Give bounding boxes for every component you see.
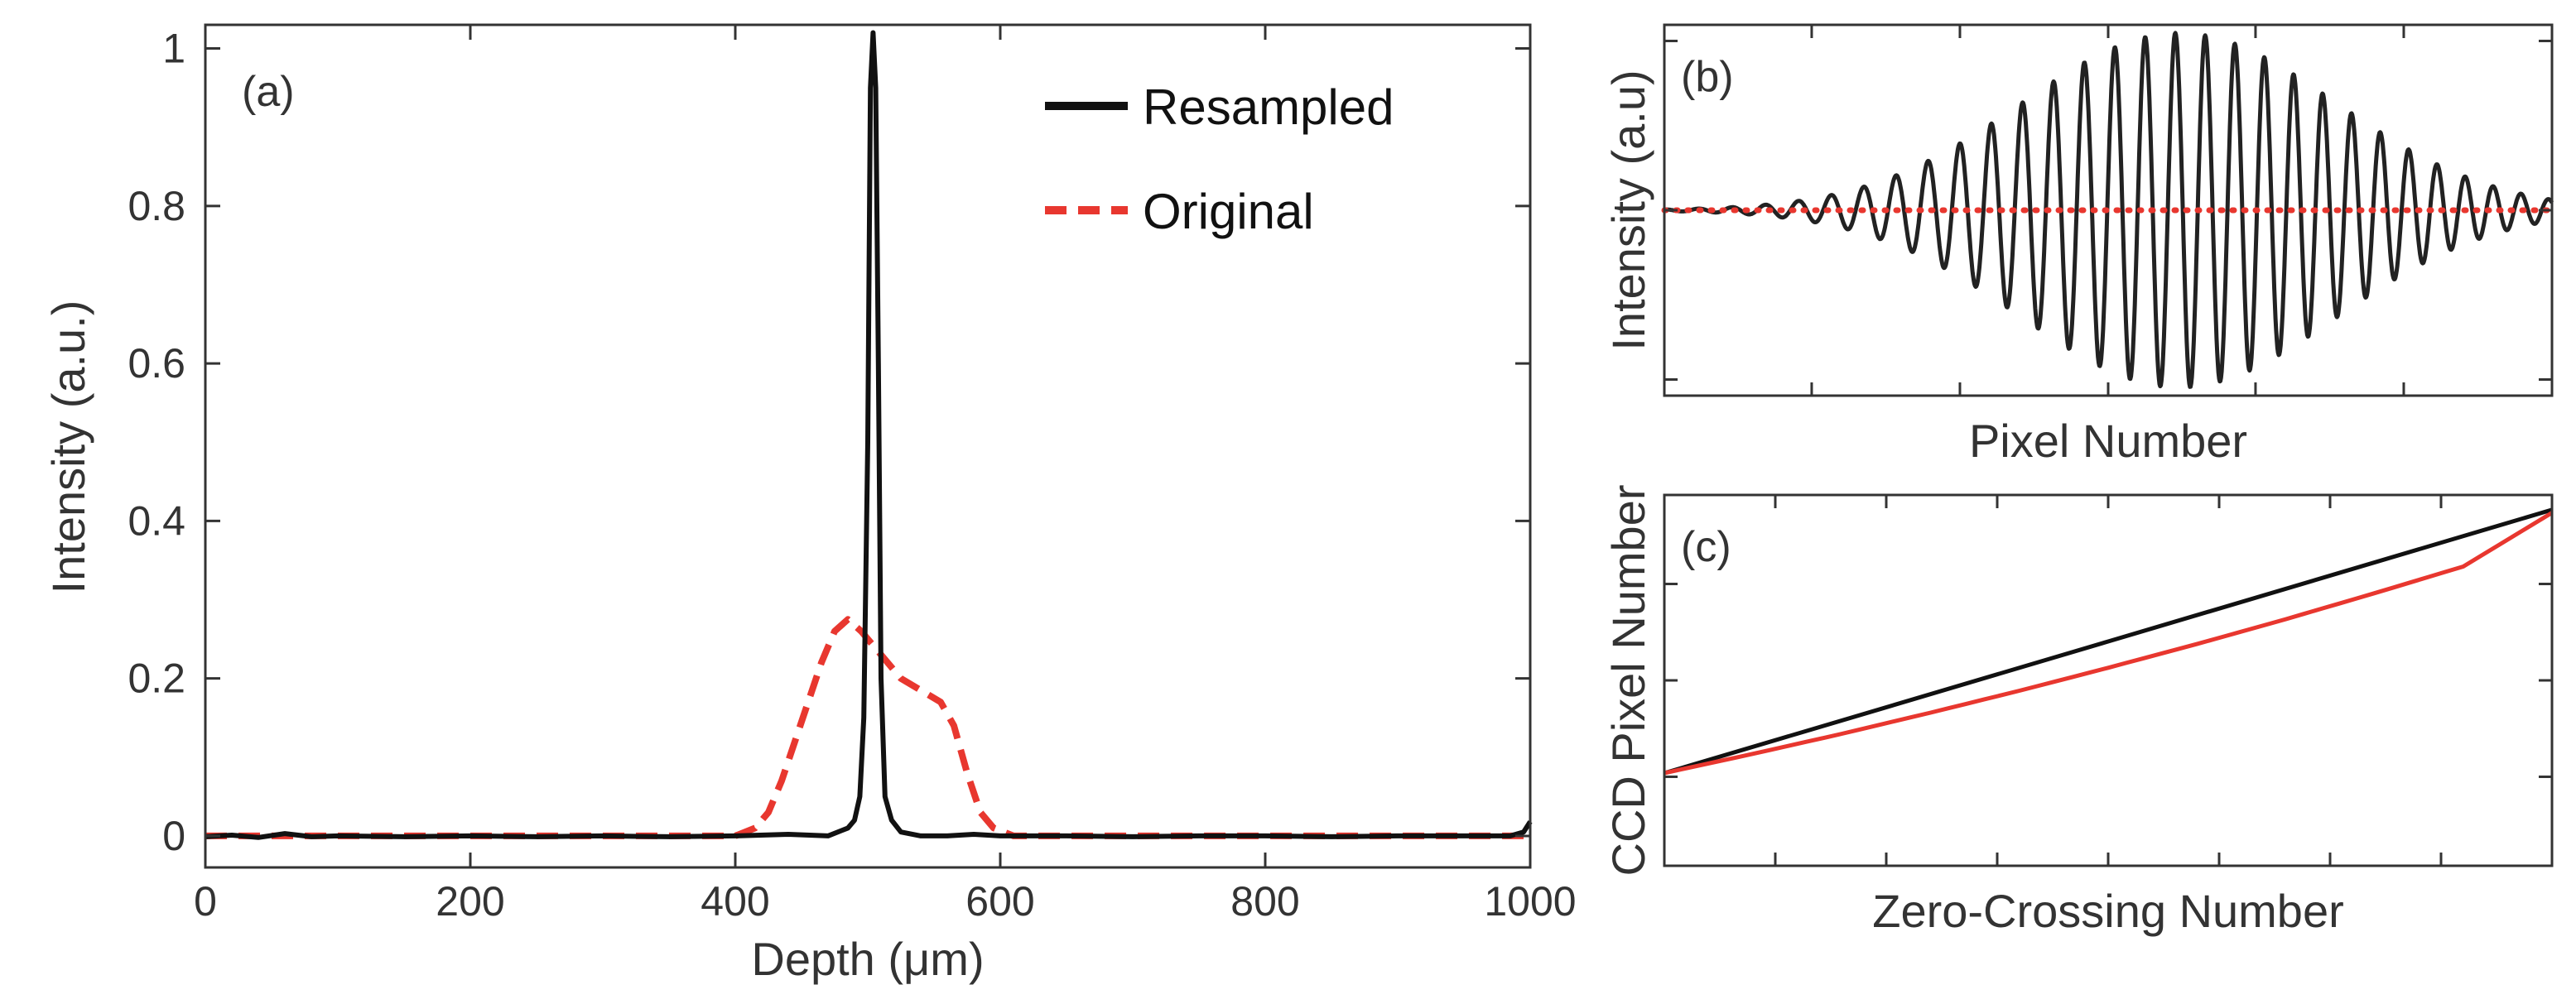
legend-resampled-label: Resampled: [1143, 79, 1394, 135]
panel-a-xtick-label: 600: [965, 878, 1034, 925]
panel-a-xtick-label: 1000: [1484, 878, 1576, 925]
panel-a-series-layer: [205, 30, 1533, 840]
panel-a-xlabel: Depth (μm): [751, 933, 984, 985]
panel-c-chart: (c) Zero-Crossing Number CCD Pixel Numbe…: [1602, 485, 2554, 937]
panel-b-series-layer: [1661, 31, 2555, 389]
panel-a-xtick-label: 0: [194, 878, 217, 925]
panel-a-ytick-label: 0.4: [128, 497, 185, 544]
panel-c-ylabel: CCD Pixel Number: [1602, 485, 1654, 877]
panel-c-series-layer: [1664, 507, 2554, 776]
panel-c-label: (c): [1681, 523, 1731, 571]
panel-a-ytick-label: 1: [162, 26, 185, 72]
panel-a-legend: Resampled Original: [1045, 79, 1394, 239]
panel-a-ylabel: Intensity (a.u.): [42, 300, 94, 594]
series-measured-line: [1664, 511, 2554, 776]
panel-a-chart: 0 200 400 600 800 1000 0 0.2 0.4 0.6 0.8 1 (a) Dept…: [42, 23, 1577, 985]
panel-a-label: (a): [242, 68, 295, 116]
panel-a-xtick-label: 200: [436, 878, 504, 925]
panel-a-ytick-label: 0.6: [128, 340, 185, 387]
panel-a-ytick-label: 0.8: [128, 183, 185, 229]
panel-a-xtick-label: 400: [701, 878, 769, 925]
panel-b-ticks: [1664, 25, 2552, 396]
panel-a-ytick-label: 0.2: [128, 656, 185, 702]
series-linear-line: [1664, 507, 2553, 776]
series-resampled-line: [205, 30, 1533, 840]
panel-b-ylabel: Intensity (a.u): [1602, 70, 1654, 350]
series-interferogram-line: [1663, 31, 2554, 389]
panel-a-axes-frame: [204, 23, 1532, 869]
panel-a-xtick-label: 800: [1230, 878, 1299, 925]
panel-b-chart: (b) Pixel Number Intensity (a.u): [1602, 23, 2555, 467]
panel-b-xlabel: Pixel Number: [1969, 415, 2247, 467]
legend-original-label: Original: [1143, 184, 1314, 239]
series-original-line: [205, 616, 1530, 839]
panel-a-ytick-label: 0: [162, 813, 185, 859]
panel-c-ticks: [1664, 495, 2554, 866]
panel-c-xlabel: Zero-Crossing Number: [1872, 885, 2344, 937]
panel-a-ticks: 0 200 400 600 800 1000 0 0.2 0.4 0.6 0.8 1: [128, 25, 1577, 925]
panel-b-label: (b): [1681, 53, 1734, 101]
